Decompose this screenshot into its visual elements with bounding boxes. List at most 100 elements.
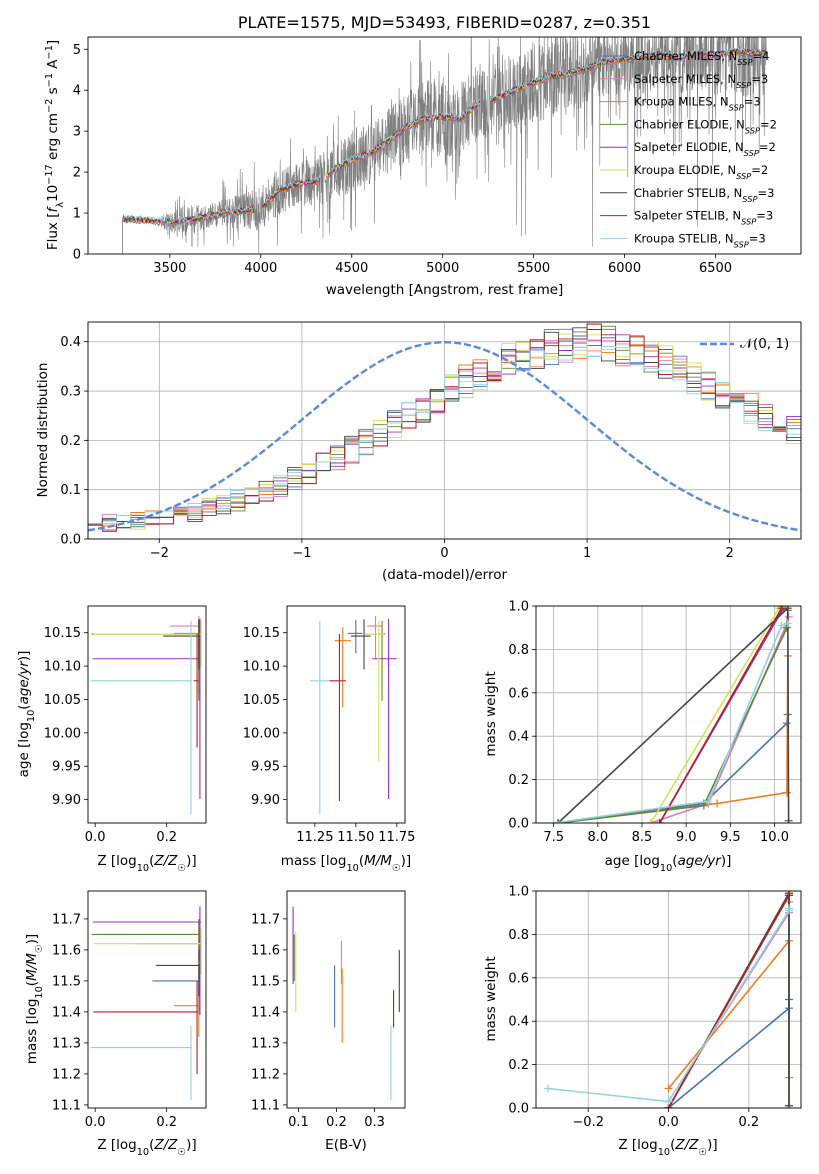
y-tick-label: 11.6 (52, 943, 81, 958)
y-axis-label: mass [log10(M/M☉)] (24, 934, 45, 1064)
y-tick-label: 9.90 (52, 793, 81, 808)
y-tick-label: 11.1 (251, 1098, 280, 1113)
y-tick-label: 0.0 (60, 533, 81, 548)
x-tick-label: 4500 (335, 261, 368, 276)
mass-weight-line (659, 606, 783, 823)
x-tick-label: 6000 (608, 261, 641, 276)
y-tick-label: 1 (73, 207, 81, 222)
y-tick-label: 11.6 (251, 943, 280, 958)
y-tick-label: 9.95 (52, 760, 81, 775)
legend-label: Chabrier STELIB, NSSP=3 (634, 186, 774, 204)
mass-weight-line (553, 622, 789, 823)
plot-area (90, 906, 203, 1101)
axes-frame (535, 605, 802, 824)
y-tick-label: 11.3 (251, 1036, 280, 1051)
y-tick-label: 0 (73, 248, 81, 263)
x-tick-label: 4000 (244, 261, 277, 276)
y-tick-label: 9.90 (251, 793, 280, 808)
axis-ticks: 0.0 0.2 9.90 9.95 10.00 10.05 10.10 10.15 (44, 626, 177, 845)
mass-vs-metallicity-panel: 0.0 0.2 11.1 11.2 11.3 11.4 11.5 11.6 11.7 Z [log… (24, 890, 207, 1158)
y-tick-label: 11.1 (52, 1098, 81, 1113)
legend-label: 𝒩(0, 1) (740, 336, 789, 352)
axes-frame (87, 36, 802, 255)
y-tick-label: 11.7 (52, 912, 81, 927)
point-marker (784, 891, 793, 900)
axes-frame (535, 890, 802, 1109)
y-tick-label: 0.2 (60, 434, 81, 449)
point-marker (784, 816, 793, 823)
point-marker (784, 1101, 793, 1108)
x-axis-label: mass [log10(M/M☉)] (281, 853, 411, 874)
axes-frame (87, 890, 207, 1109)
axis-ticks: 0.0 0.2 11.1 11.2 11.3 11.4 11.5 11.6 11.7 (52, 912, 177, 1130)
x-tick-label: 0.1 (288, 1115, 309, 1130)
x-tick-label: 6500 (699, 261, 732, 276)
y-tick-label: 0.8 (508, 928, 529, 943)
mass-weight-vs-metallicity-panel: −0.2 0.0 0.2 0.0 0.2 0.4 0.6 0.8 1.0 Z [log10(Z/Z… (483, 885, 802, 1158)
y-tick-label: 0.4 (60, 335, 81, 350)
x-tick-label: 0.0 (85, 830, 106, 845)
y-tick-label: 2 (73, 166, 81, 181)
plot-area (292, 906, 400, 1101)
point-marker (699, 801, 708, 810)
legend: Chabrier MILES, NSSP=4 Salpeter MILES, NS… (600, 49, 777, 249)
y-axis-label: Normed distribution (35, 363, 51, 498)
y-tick-label: 1.0 (508, 885, 529, 900)
model-line (122, 47, 767, 224)
x-tick-label: 10.0 (760, 830, 789, 845)
point-marker (777, 621, 786, 630)
axis-ticks: 0.1 0.2 0.3 11.1 11.2 11.3 11.4 11.5 11.6 11.7 (251, 912, 385, 1130)
point-marker (544, 1084, 553, 1093)
y-tick-label: 11.3 (52, 1036, 81, 1051)
x-tick-label: 11.75 (378, 830, 415, 845)
point-marker (782, 623, 791, 632)
plot-area (544, 891, 793, 1108)
y-tick-label: 10.10 (243, 660, 280, 675)
residual-histogram-panel: −2 −1 0 1 2 0.0 0.1 0.2 0.3 0.4 (data-model)/error… (35, 321, 802, 583)
mass-weight-vs-age-panel: 7.5 8.0 8.5 9.0 9.5 10.0 0.0 0.2 0.4 0.6 0.8 1.0 age… (483, 600, 802, 874)
x-tick-label: 9.0 (676, 830, 697, 845)
axes-frame (87, 321, 802, 540)
mass-vs-extinction-panel: 0.1 0.2 0.3 11.1 11.2 11.3 11.4 11.5 11.6 11.7 E(B… (251, 890, 406, 1153)
legend-label: Kroupa MILES, NSSP=3 (634, 95, 761, 113)
axis-ticks: −2 −1 0 1 2 0.0 0.1 0.2 0.3 0.4 (60, 335, 734, 561)
y-tick-label: 0.2 (508, 773, 529, 788)
axis-ticks: 3500 4000 4500 5000 5500 6000 6500 0 1 2 3 4 5 (73, 43, 732, 276)
point-marker (664, 1097, 673, 1106)
histogram-step (88, 345, 801, 528)
point-marker (784, 904, 793, 913)
point-marker (777, 606, 786, 610)
y-tick-label: 0.0 (508, 1102, 529, 1117)
axis-ticks: −0.2 0.0 0.2 0.0 0.2 0.4 0.6 0.8 1.0 (508, 885, 759, 1131)
x-tick-label: 11.25 (296, 830, 333, 845)
y-tick-label: 11.7 (251, 912, 280, 927)
y-axis-label: mass weight (483, 671, 499, 756)
y-tick-label: 5 (73, 43, 81, 58)
x-axis-label: Z [log10(Z/Z☉)] (97, 853, 196, 874)
point-marker (704, 797, 713, 806)
y-axis-label: mass weight (483, 956, 499, 1041)
x-tick-label: 7.5 (543, 830, 564, 845)
spectrum-data-line (122, 37, 767, 254)
x-axis-label: (data-model)/error (382, 567, 508, 583)
x-tick-label: −2 (150, 546, 169, 561)
point-marker (783, 619, 792, 628)
mass-weight-line (667, 894, 790, 1108)
legend-label: Salpeter MILES, NSSP=3 (634, 72, 768, 90)
y-tick-label: 10.05 (243, 693, 280, 708)
chart-title: PLATE=1575, MJD=53493, FIBERID=0287, z=0… (238, 13, 651, 32)
x-tick-label: 0.2 (326, 1115, 347, 1130)
x-tick-label: 0.3 (364, 1115, 385, 1130)
y-tick-label: 11.4 (251, 1005, 280, 1020)
x-tick-label: 5500 (517, 261, 550, 276)
axis-ticks: 11.25 11.50 11.75 9.90 9.95 10.00 10.05 10.10 10… (243, 626, 416, 845)
age-vs-mass-panel: 11.25 11.50 11.75 9.90 9.95 10.00 10.05 10.10 10… (243, 605, 416, 874)
point-marker (664, 1084, 673, 1093)
x-tick-label: 0.0 (85, 1115, 106, 1130)
y-axis-label: age [log10(age/yr)] (16, 651, 37, 778)
x-tick-label: 8.5 (632, 830, 653, 845)
x-tick-label: 5000 (426, 261, 459, 276)
legend-label: Kroupa STELIB, NSSP=3 (634, 231, 766, 249)
mass-weight-line (558, 655, 789, 823)
